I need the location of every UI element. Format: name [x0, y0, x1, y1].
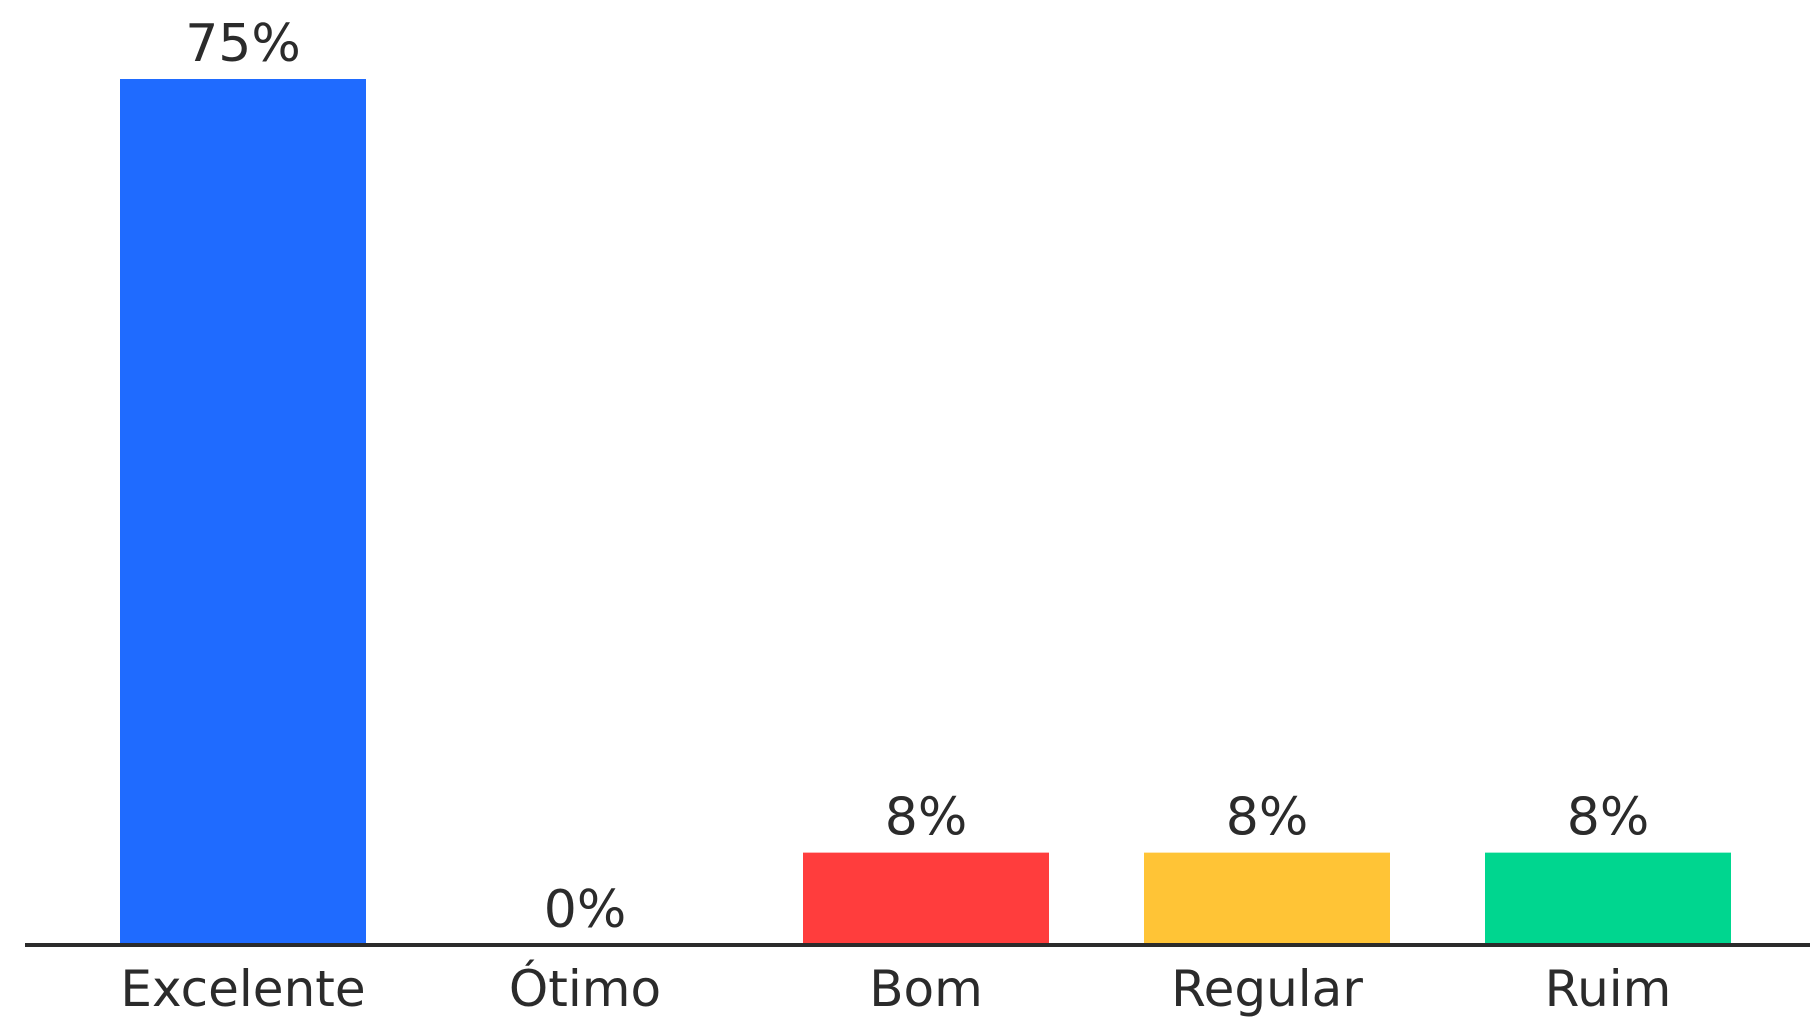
category-label-ótimo: Ótimo [509, 959, 661, 1018]
category-label-excelente: Excelente [120, 960, 365, 1018]
value-label-bom: 8% [885, 788, 968, 848]
category-label-regular: Regular [1171, 960, 1363, 1018]
category-label-bom: Bom [869, 960, 983, 1018]
value-label-ruim: 8% [1567, 788, 1650, 848]
value-labels-group: 75% 0% 8% 8% 8% [185, 14, 1649, 940]
bar-excelente [120, 79, 366, 945]
value-label-excelente: 75% [185, 14, 301, 74]
bar-regular [1144, 852, 1390, 945]
bar-bom [803, 852, 1049, 945]
bar-ruim [1485, 852, 1731, 945]
category-label-ruim: Ruim [1545, 960, 1672, 1018]
category-labels-group: Excelente Ótimo Bom Regular Ruim [120, 959, 1671, 1018]
bars-group [120, 79, 1731, 945]
value-label-regular: 8% [1226, 788, 1309, 848]
value-label-ótimo: 0% [544, 880, 627, 940]
